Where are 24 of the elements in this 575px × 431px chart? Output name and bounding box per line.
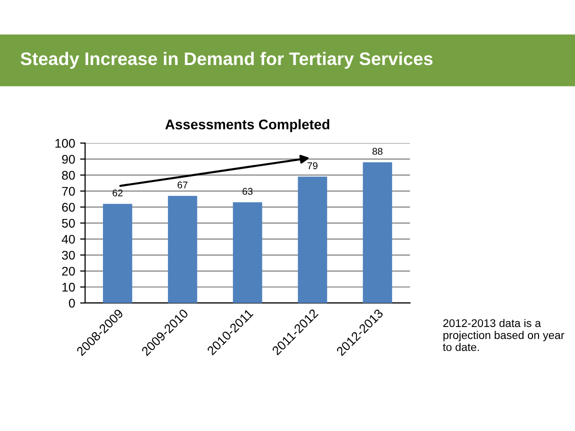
data-label: 67 — [178, 182, 188, 188]
data-label: 79 — [308, 162, 318, 170]
bar — [102, 204, 132, 303]
data-label: 62 — [112, 189, 123, 196]
y-tick-label: 50 — [62, 218, 75, 228]
y-tick-label: 40 — [62, 234, 75, 244]
data-label: 63 — [242, 188, 253, 195]
y-tick-label: 10 — [62, 282, 75, 292]
y-tick-label: 80 — [62, 170, 75, 180]
y-tick-label: 100 — [55, 138, 75, 148]
y-tick-label: 60 — [62, 202, 75, 212]
bar — [362, 162, 392, 303]
chart-subtitle: Steady Increase in Demand for Tertiary Services — [20, 52, 433, 69]
y-tick-label: 20 — [62, 266, 75, 276]
y-tick-label: 30 — [62, 250, 75, 260]
bar — [168, 196, 198, 303]
chart-title: Assessments Completed — [165, 119, 330, 132]
y-tick-label: 70 — [62, 186, 75, 196]
bar — [232, 202, 262, 303]
y-tick-label: 90 — [62, 154, 75, 164]
y-tick-label: 0 — [68, 298, 75, 308]
bar — [298, 176, 328, 303]
text: 2012-2013 data is a projection based on year to date. — [442, 318, 564, 352]
data-label: 88 — [372, 148, 382, 155]
